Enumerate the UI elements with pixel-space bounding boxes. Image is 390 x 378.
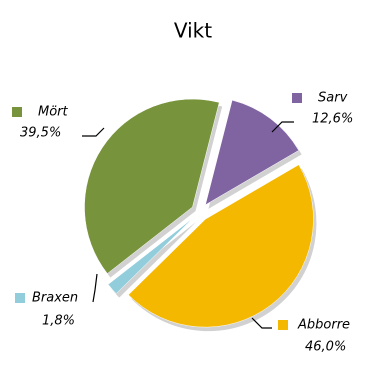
pie-slice	[84, 98, 220, 274]
pie-slice	[107, 217, 194, 294]
legend-swatch	[292, 93, 302, 103]
leader-line	[251, 317, 272, 329]
slice-label: Sarv	[318, 91, 348, 106]
pie-slice-shadow	[111, 221, 197, 298]
leader-line	[271, 121, 294, 133]
slice-value-label: 12,6%	[312, 112, 353, 127]
legend-swatch	[12, 107, 22, 117]
slice-label: Mört	[38, 105, 69, 120]
chart-title: Vikt	[174, 19, 212, 43]
legend-swatch	[15, 293, 25, 303]
leader-line	[92, 273, 98, 303]
slice-label: Braxen	[32, 291, 78, 306]
slice-value-label: 1,8%	[42, 314, 75, 329]
leader-line	[82, 127, 105, 137]
slice-value-label: 46,0%	[305, 340, 346, 355]
slice-value-label: 39,5%	[20, 126, 61, 141]
pie-slice	[205, 99, 300, 206]
legend-swatch	[278, 320, 288, 330]
pie-slice	[128, 164, 314, 328]
slice-label: Abborre	[297, 318, 350, 333]
